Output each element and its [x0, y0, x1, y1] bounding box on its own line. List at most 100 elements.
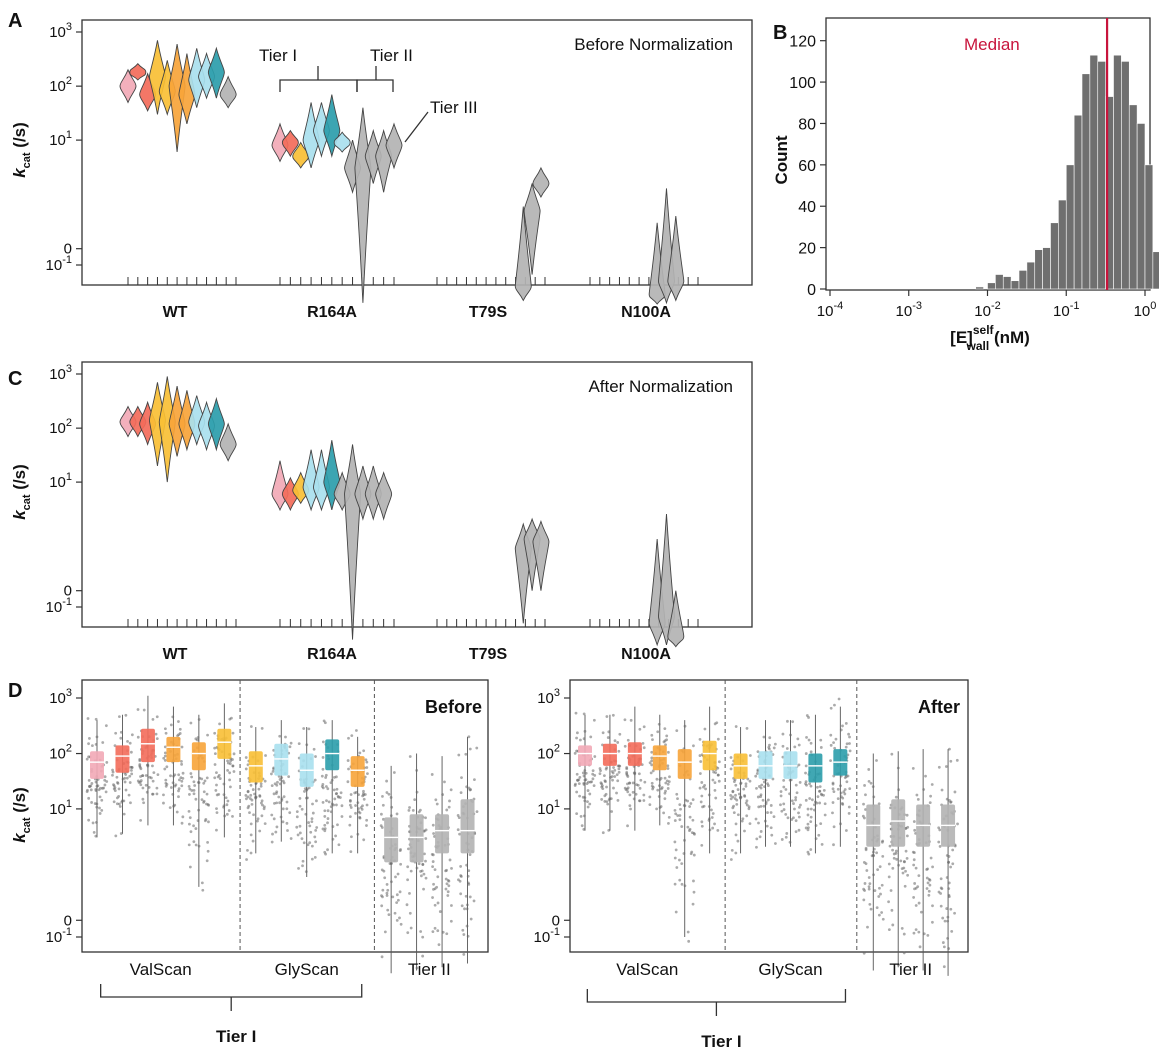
data-point	[181, 777, 185, 780]
data-point	[128, 774, 132, 778]
data-point	[872, 850, 875, 854]
data-point	[408, 891, 411, 895]
data-point	[305, 743, 309, 747]
data-point	[310, 820, 314, 824]
tick-exponent: -3	[912, 300, 922, 312]
data-point	[192, 824, 195, 828]
data-point	[747, 805, 751, 809]
tick-exponent: 2	[66, 743, 72, 755]
data-point	[667, 821, 670, 825]
data-point	[314, 840, 318, 844]
data-point	[409, 926, 413, 930]
data-point	[356, 801, 360, 805]
data-point	[272, 792, 276, 796]
tick-base: 10	[1053, 303, 1070, 320]
data-point	[125, 776, 129, 780]
data-point	[281, 807, 285, 811]
data-point	[897, 863, 900, 867]
data-point	[643, 780, 647, 784]
data-point	[729, 794, 733, 797]
data-point	[226, 759, 229, 763]
data-point	[897, 963, 900, 967]
data-point	[192, 840, 196, 844]
data-point	[215, 783, 218, 787]
data-point	[731, 789, 735, 793]
data-point	[421, 954, 425, 958]
violin	[219, 422, 237, 462]
data-point	[915, 793, 919, 797]
data-point	[88, 785, 92, 789]
box-iqr	[758, 751, 773, 779]
ytick-label: 10-1	[534, 926, 560, 946]
data-point	[333, 797, 337, 801]
data-point	[178, 727, 182, 731]
data-point	[465, 924, 469, 928]
data-point	[350, 835, 353, 839]
data-point	[141, 774, 145, 778]
data-point	[119, 730, 123, 734]
data-point	[875, 851, 879, 855]
data-point	[617, 764, 621, 768]
data-point	[703, 727, 707, 731]
data-point	[823, 802, 827, 806]
tier-iii-pointer	[404, 111, 429, 143]
data-point	[762, 780, 766, 784]
data-point	[253, 792, 256, 796]
data-point	[365, 803, 369, 807]
data-point	[794, 798, 797, 802]
data-point	[145, 763, 149, 767]
data-point	[324, 785, 328, 788]
data-point	[819, 792, 823, 796]
data-point	[87, 778, 91, 782]
ytick-label: 101	[537, 798, 560, 818]
box-iqr	[384, 817, 399, 863]
data-point	[743, 794, 746, 797]
data-point	[465, 903, 469, 907]
data-point	[871, 853, 875, 857]
data-point	[951, 862, 955, 866]
data-point	[213, 752, 217, 755]
data-point	[320, 774, 324, 778]
data-point	[324, 773, 328, 777]
data-point	[419, 930, 423, 933]
data-point	[926, 867, 930, 871]
data-point	[673, 840, 677, 844]
data-point	[707, 793, 711, 797]
data-point	[215, 828, 218, 832]
data-point	[457, 878, 460, 882]
data-point	[396, 898, 400, 902]
data-point	[880, 883, 884, 887]
data-point	[331, 837, 335, 841]
data-point	[925, 876, 929, 880]
data-point	[164, 731, 168, 735]
data-point	[798, 781, 802, 784]
data-point	[844, 745, 848, 749]
data-point	[169, 774, 172, 778]
data-point	[124, 788, 128, 792]
data-point	[164, 784, 168, 788]
data-point	[87, 818, 91, 822]
data-point	[387, 792, 391, 796]
data-point	[447, 884, 451, 888]
data-point	[764, 778, 768, 782]
data-point	[748, 822, 752, 825]
data-point	[459, 892, 463, 896]
data-point	[687, 939, 691, 943]
data-point	[278, 734, 282, 738]
data-point	[791, 720, 795, 724]
data-point	[925, 887, 929, 890]
data-point	[323, 827, 327, 831]
data-point	[244, 794, 248, 797]
ytick-label: 103	[537, 687, 560, 707]
category-label: N100A	[621, 304, 671, 321]
data-point	[839, 791, 843, 795]
data-point	[102, 786, 106, 790]
data-point	[155, 737, 159, 741]
kcat-k: k	[10, 832, 29, 843]
data-point	[398, 890, 402, 894]
tick-exponent: -1	[62, 596, 72, 608]
data-point	[95, 735, 99, 739]
data-point	[638, 727, 642, 731]
